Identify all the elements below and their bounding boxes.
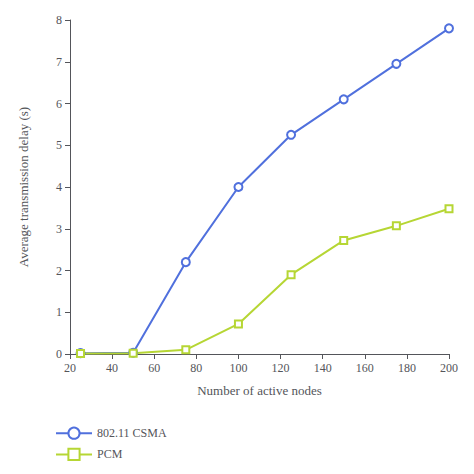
svg-text:80: 80 [190,361,202,375]
svg-text:40: 40 [106,361,118,375]
svg-text:5: 5 [56,138,62,152]
svg-text:4: 4 [56,180,62,194]
svg-text:20: 20 [64,361,76,375]
svg-text:802.11 CSMA: 802.11 CSMA [97,426,167,440]
svg-text:180: 180 [398,361,416,375]
svg-text:Number of active nodes: Number of active nodes [197,383,322,398]
svg-text:8: 8 [56,13,62,27]
svg-text:160: 160 [356,361,374,375]
svg-text:Average transmission delay (s): Average transmission delay (s) [16,107,31,267]
svg-text:3: 3 [56,222,62,236]
svg-text:100: 100 [229,361,247,375]
svg-text:200: 200 [440,361,458,375]
svg-text:120: 120 [272,361,290,375]
svg-text:60: 60 [148,361,160,375]
svg-text:2: 2 [56,264,62,278]
svg-text:PCM: PCM [97,447,123,461]
svg-text:1: 1 [56,305,62,319]
svg-text:6: 6 [56,97,62,111]
svg-text:140: 140 [314,361,332,375]
svg-text:0: 0 [56,347,62,361]
svg-text:7: 7 [56,55,62,69]
